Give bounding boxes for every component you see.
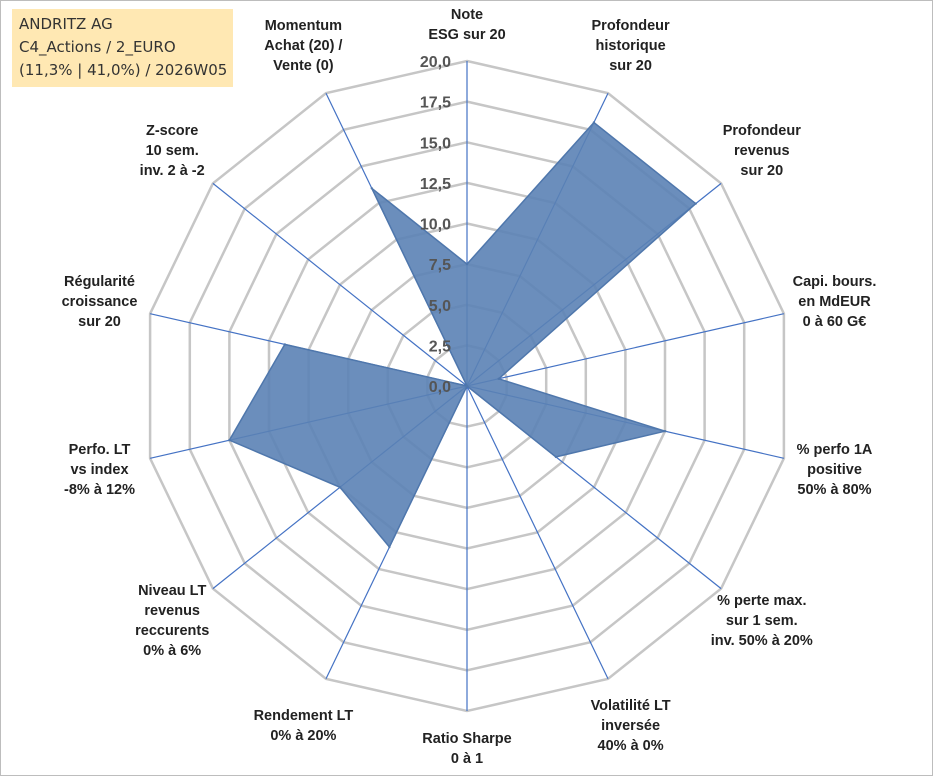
axis-label-line: 10 sem. [145,142,199,159]
axis-label-line: positive [807,461,862,478]
axis-spoke [466,385,609,680]
tick-label: 7,5 [429,257,451,274]
axis-label-line: revenus [733,142,790,159]
axis-label: Rendement LT 0% à 20% [218,706,388,746]
axis-label-line: Z-score [145,122,199,139]
tick-label: 2,5 [429,338,451,355]
axis-label-line: 0% à 6% [143,643,202,660]
axis-label-line: 0 à 60 G€ [802,314,867,331]
axis-label-line: Volatilité LT [590,697,671,714]
axis-label-line: Perfo. LT [68,441,131,458]
axis-label-line: % perfo 1A [796,441,873,458]
axis-label-line: croissance [61,294,138,311]
axis-label-line: Vente (0) [273,58,334,75]
portfolio-category: C4_Actions / 2_EURO [19,38,176,56]
axis-label-line: Rendement LT [253,707,354,724]
axis-label: Momentum Achat (20) / Vente (0) [218,16,388,76]
axis-label-line: inversée [601,717,661,734]
axis-label-line: historique [595,38,666,55]
axis-label-line: ESG sur 20 [428,27,506,43]
data-point [370,187,373,190]
axis-spoke [212,182,468,387]
tick-label: 0,0 [429,379,451,396]
axis-label: Profondeur historique sur 20 [546,16,716,76]
tick-label: 12,5 [420,176,451,193]
axis-label: Régularité croissance sur 20 [15,272,185,332]
axis-label-line: revenus [144,603,200,620]
axis-label: Profondeur revenus sur 20 [677,121,847,181]
tick-label: 15,0 [420,135,451,152]
data-point [338,486,342,489]
axis-label-line: 0% à 20% [270,727,337,744]
data-point [388,545,391,549]
axis-spoke [466,313,785,387]
axis-label-line: Profondeur [722,122,801,139]
axis-label: Perfo. LT vs index -8% à 12% [15,440,185,500]
company-name: ANDRITZ AG [19,15,113,33]
axis-label-line: Régularité [64,274,135,291]
data-point [554,455,558,459]
data-point [465,384,469,388]
period-stats: (11,3% | 41,0%) / 2026W05 [19,61,228,79]
tick-label: 20,0 [420,54,451,71]
axis-label: Volatilité LT inversée 40% à 0% [546,696,716,756]
axis-label-line: 40% à 0% [597,737,664,754]
axis-label-line: Achat (20) / [264,38,343,55]
radar-tick-labels: 0,0 2,5 5,0 7,5 10,0 12,5 15,0 17,5 20,0 [420,54,451,396]
axis-label: % perte max. sur 1 sem. inv. 50% à 20% [677,591,847,651]
data-point [694,202,697,205]
axis-label: Ratio Sharpe 0 à 1 [382,729,552,769]
tick-label: 5,0 [429,298,451,315]
axis-label-line: 0 à 1 [450,751,484,767]
info-box: ANDRITZ AG C4_Actions / 2_EURO (11,3% | … [12,9,233,87]
data-point [465,262,469,266]
data-point [228,439,231,442]
radar-series [228,121,697,549]
axis-label-line: % perte max. [717,593,807,610]
axis-label-line: vs index [70,461,129,478]
axis-label-line: Capi. bours. [792,274,877,291]
tick-label: 10,0 [420,217,451,234]
data-point [592,121,596,124]
data-point [497,377,500,380]
axis-label-line: en MdEUR [798,294,871,311]
axis-label-line: sur 20 [609,58,652,75]
data-point [283,343,286,346]
tick-label: 17,5 [420,95,451,112]
axis-label-line: inv. 2 à -2 [139,162,205,179]
axis-label-line: Profondeur [591,18,670,35]
axis-label-line: Momentum [264,18,343,35]
axis-label-line: inv. 50% à 20% [710,633,813,650]
data-point [663,430,667,433]
series-area [228,121,697,549]
axis-label-line: Note [450,7,484,23]
axis-label: Z-score 10 sem. inv. 2 à -2 [87,121,257,181]
axis-label: Niveau LT revenus reccurents 0% à 6% [87,581,257,661]
axis-label-line: Ratio Sharpe [422,731,512,747]
axis-label: Note ESG sur 20 [382,5,552,45]
axis-label-line: reccurents [135,623,210,640]
axis-label-line: sur 1 sem. [725,613,798,630]
axis-label: Capi. bours. en MdEUR 0 à 60 G€ [750,272,920,332]
axis-label-line: 50% à 80% [797,481,872,498]
axis-label-line: sur 20 [740,162,784,179]
axis-label-line: sur 20 [78,314,121,331]
axis-label-line: Niveau LT [138,583,207,600]
axis-label-line: -8% à 12% [64,481,135,498]
axis-label: % perfo 1A positive 50% à 80% [750,440,920,500]
